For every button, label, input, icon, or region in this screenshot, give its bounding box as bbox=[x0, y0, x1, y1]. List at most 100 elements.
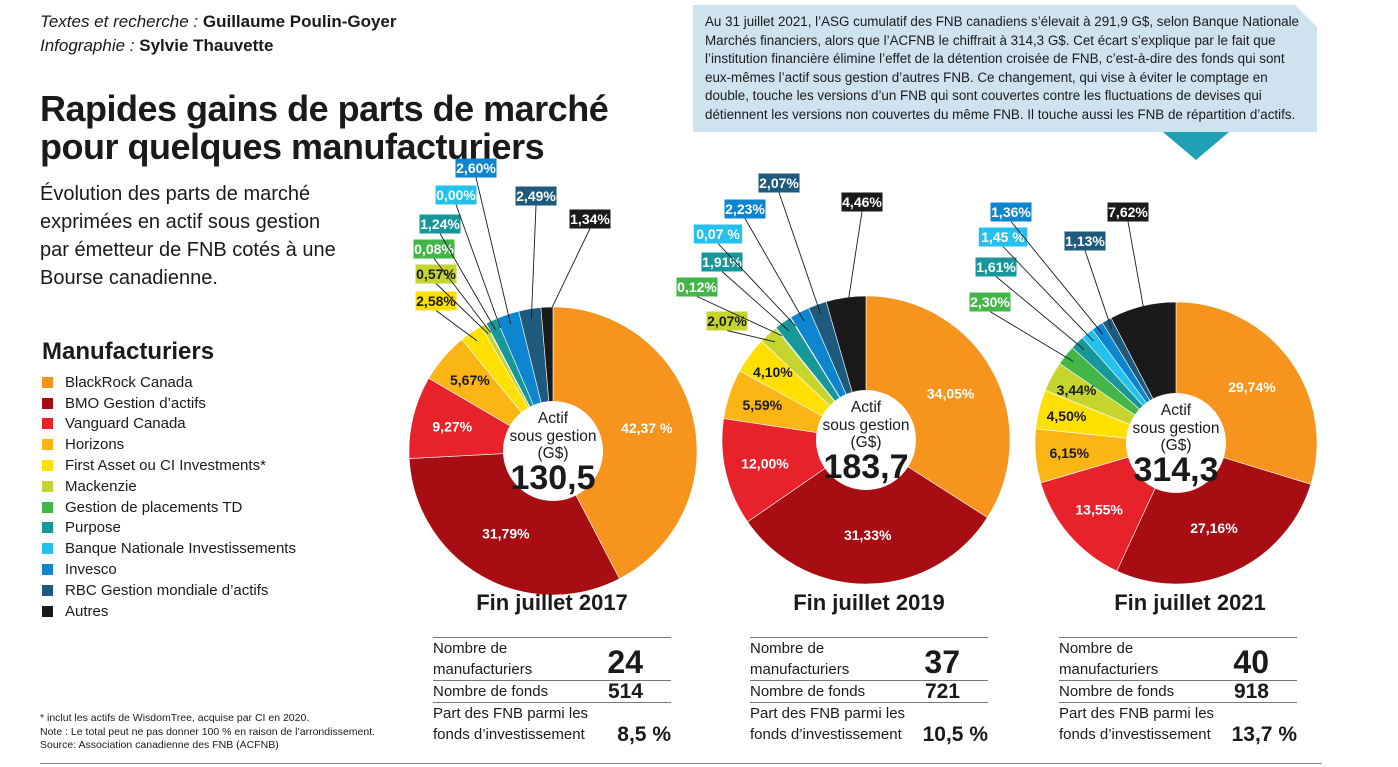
stats-value: 10,5 % bbox=[922, 723, 988, 746]
callout-box bbox=[841, 192, 883, 212]
stats-value: 37 bbox=[924, 644, 960, 680]
legend-title: Manufacturiers bbox=[42, 338, 215, 365]
stats-row: Part des FNB parmi les fonds d’investiss… bbox=[750, 702, 988, 745]
data-label: 1,91% bbox=[702, 254, 742, 270]
callout-box bbox=[1107, 202, 1149, 222]
data-label: 5,67% bbox=[450, 372, 490, 388]
legend-label: Purpose bbox=[65, 519, 121, 537]
stats-row: Nombre de fonds 514 bbox=[433, 680, 671, 702]
donut-hole bbox=[503, 401, 603, 501]
data-label: 0,12% bbox=[677, 279, 717, 295]
callout-line bbox=[455, 204, 501, 329]
stats-value: 514 bbox=[607, 680, 643, 703]
stats-label: Nombre de manufacturiers bbox=[1059, 640, 1159, 678]
legend-swatch bbox=[42, 605, 53, 617]
aum-label: Actif bbox=[1161, 402, 1192, 419]
callout-line bbox=[778, 192, 822, 315]
callout-box bbox=[419, 214, 461, 234]
stats-label: Nombre de fonds bbox=[1059, 683, 1175, 700]
stats-value: 24 bbox=[607, 644, 643, 680]
data-label: 3,44% bbox=[1057, 382, 1097, 398]
callout-line bbox=[846, 211, 863, 308]
callout-line bbox=[546, 228, 591, 318]
data-label: 31,33% bbox=[844, 527, 892, 543]
callout-box bbox=[724, 199, 766, 219]
stats-label: Part des FNB parmi les fonds d’investiss… bbox=[750, 705, 906, 743]
callout-box bbox=[515, 186, 557, 206]
legend-item: Invesco bbox=[42, 559, 296, 580]
credits: Textes et recherche : Guillaume Poulin-G… bbox=[40, 10, 397, 58]
stats-label: Part des FNB parmi les fonds d’investiss… bbox=[433, 705, 589, 743]
legend-item: RBC Gestion mondiale d’actifs bbox=[42, 580, 296, 601]
legend-swatch bbox=[42, 397, 53, 409]
callout-line bbox=[717, 243, 797, 327]
legend-item: Autres bbox=[42, 601, 296, 622]
data-label: 4,46% bbox=[842, 194, 882, 210]
legend-item: First Asset ou CI Investments* bbox=[42, 455, 296, 476]
data-label: 4,50% bbox=[1047, 408, 1087, 424]
period-label: Fin juillet 2021 bbox=[1114, 590, 1266, 615]
legend-label: BMO Gestion d’actifs bbox=[65, 394, 206, 412]
aum-label: sous gestion bbox=[1132, 420, 1219, 437]
stats-table: Nombre de manufacturiers 24 Nombre de fond… bbox=[433, 637, 671, 745]
callout-box bbox=[435, 185, 477, 205]
aum-value: 130,5 bbox=[510, 459, 595, 497]
aum-label: (G$) bbox=[538, 445, 569, 462]
legend-item: Gestion de placements TD bbox=[42, 497, 296, 518]
callout-line bbox=[433, 258, 491, 333]
data-label: 2,23% bbox=[725, 201, 765, 217]
data-label: 1,24% bbox=[420, 216, 460, 232]
callout-line bbox=[721, 271, 790, 331]
legend: BlackRock Canada BMO Gestion d’actifs Vang… bbox=[42, 372, 296, 622]
note-box: Au 31 juillet 2021, l’ASG cumulatif des … bbox=[693, 5, 1317, 132]
data-label: 1,61% bbox=[976, 259, 1016, 275]
data-label: 9,27% bbox=[432, 419, 472, 435]
callout-box bbox=[978, 227, 1028, 247]
callout-line bbox=[475, 177, 512, 325]
note-corner bbox=[1295, 5, 1317, 27]
donut-hole bbox=[1126, 393, 1226, 493]
callout-box bbox=[975, 257, 1017, 277]
chart-subtitle: Évolution des parts de marché exprimées … bbox=[40, 183, 336, 289]
callout-box bbox=[969, 292, 1011, 312]
legend-swatch bbox=[42, 522, 53, 534]
stats-label: Nombre de fonds bbox=[750, 683, 866, 700]
credits-text-name: Guillaume Poulin-Goyer bbox=[202, 12, 397, 31]
stats-row: Part des FNB parmi les fonds d’investiss… bbox=[1059, 702, 1297, 745]
legend-label: Invesco bbox=[65, 561, 117, 579]
legend-item: Purpose bbox=[42, 518, 296, 539]
stats-table: Nombre de manufacturiers 37 Nombre de fond… bbox=[750, 637, 988, 745]
callout-line bbox=[1002, 246, 1094, 342]
data-label: 29,74% bbox=[1228, 379, 1276, 395]
legend-label: Banque Nationale Investissements bbox=[65, 540, 296, 558]
legend-label: Autres bbox=[65, 602, 109, 620]
callout-line bbox=[989, 311, 1074, 362]
aum-value: 314,3 bbox=[1133, 451, 1218, 489]
data-label: 2,07% bbox=[759, 175, 799, 191]
callout-box bbox=[693, 224, 743, 244]
callout-line bbox=[726, 330, 776, 343]
legend-swatch bbox=[42, 439, 53, 451]
footnote-line-2: Note : Le total peut ne pas donner 100 %… bbox=[40, 725, 376, 738]
stats-label: Nombre de manufacturiers bbox=[433, 640, 533, 678]
bottom-divider bbox=[40, 763, 1322, 764]
data-label: 12,00% bbox=[741, 455, 789, 471]
callout-line bbox=[1084, 250, 1112, 329]
stats-value: 13,7 % bbox=[1231, 723, 1297, 746]
data-label: 7,62% bbox=[1108, 204, 1148, 220]
credits-graphics-name: Sylvie Thauvette bbox=[139, 36, 274, 55]
callout-line bbox=[1127, 221, 1146, 316]
legend-swatch bbox=[42, 564, 53, 576]
data-label: 4,10% bbox=[753, 364, 793, 380]
legend-label: First Asset ou CI Investments* bbox=[65, 457, 266, 475]
data-label: 0,57% bbox=[416, 266, 456, 282]
data-label: 2,49% bbox=[516, 188, 556, 204]
legend-item: BMO Gestion d’actifs bbox=[42, 393, 296, 414]
callout-box bbox=[1064, 231, 1106, 251]
data-label: 13,55% bbox=[1075, 501, 1123, 517]
legend-swatch bbox=[42, 480, 53, 492]
data-label: 0,00% bbox=[436, 187, 476, 203]
data-label: 2,58% bbox=[416, 293, 456, 309]
